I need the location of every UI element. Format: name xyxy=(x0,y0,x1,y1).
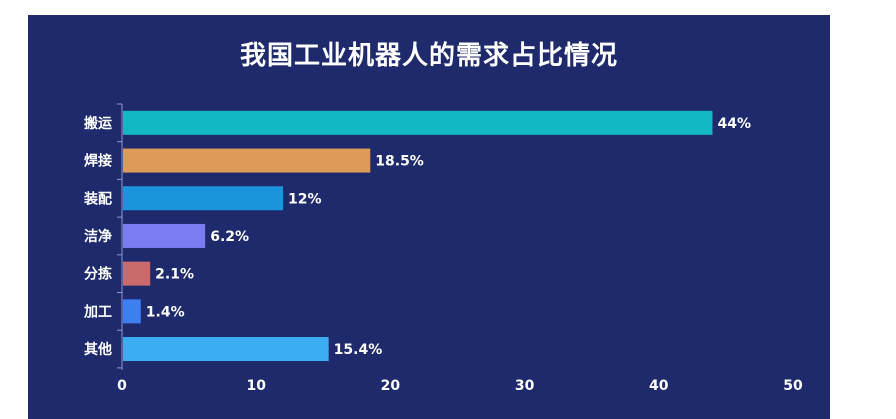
labels: 0 10 20 30 40 50 搬运 44% 焊接 18.5% 装配 12% 洁净 6.2% 分拣 2.1%… xyxy=(83,115,803,394)
category-label: 装配 xyxy=(83,190,112,207)
x-tick-label: 40 xyxy=(649,378,669,394)
bar xyxy=(123,148,371,173)
bar xyxy=(123,110,713,135)
category-label: 其他 xyxy=(84,341,112,358)
bar xyxy=(123,223,206,248)
value-label: 6.2% xyxy=(210,229,249,245)
value-label: 12% xyxy=(288,191,322,207)
bar xyxy=(123,186,284,211)
x-tick-label: 20 xyxy=(381,378,401,394)
category-label: 搬运 xyxy=(84,115,112,132)
x-tick-label: 0 xyxy=(117,378,127,394)
value-label: 1.4% xyxy=(146,304,185,320)
category-label: 焊接 xyxy=(84,153,112,170)
x-tick-label: 30 xyxy=(515,378,535,394)
category-label: 分拣 xyxy=(84,266,112,283)
bars xyxy=(123,110,713,362)
value-label: 15.4% xyxy=(334,342,383,358)
x-tick-label: 10 xyxy=(246,378,266,394)
bar xyxy=(123,261,151,286)
value-label: 2.1% xyxy=(155,267,194,283)
bar-chart: 0 10 20 30 40 50 搬运 44% 焊接 18.5% 装配 12% 洁净 6.2% 分拣 2.1%… xyxy=(83,103,803,394)
value-label: 18.5% xyxy=(375,154,424,170)
bar xyxy=(123,299,141,324)
category-label: 洁净 xyxy=(84,228,112,245)
category-label: 加工 xyxy=(83,304,112,320)
value-label: 44% xyxy=(717,116,751,132)
chart-panel: 我国工业机器人的需求占比情况 0 10 20 30 40 50 搬运 44% 焊接 18.5% 装配… xyxy=(28,15,830,419)
bar xyxy=(123,337,329,362)
axes xyxy=(117,103,123,370)
chart-title: 我国工业机器人的需求占比情况 xyxy=(239,41,618,71)
x-tick-label: 50 xyxy=(783,378,803,394)
